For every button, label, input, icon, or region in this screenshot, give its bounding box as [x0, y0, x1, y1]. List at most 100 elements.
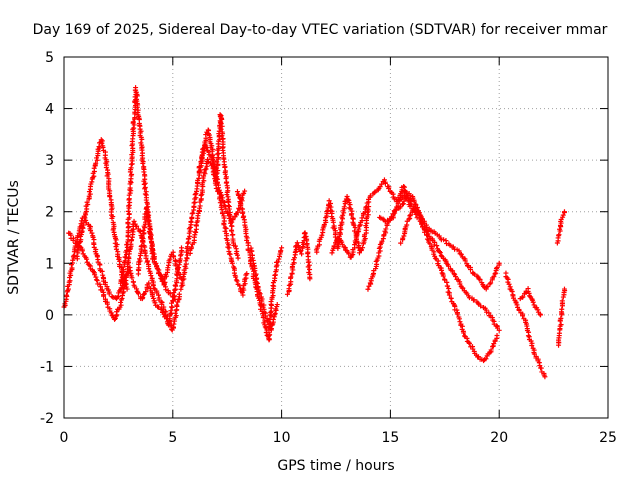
data-point	[434, 243, 440, 249]
data-point	[438, 253, 444, 259]
data-point	[144, 205, 150, 211]
data-point	[135, 291, 141, 297]
data-point	[156, 292, 162, 298]
data-point	[299, 251, 305, 257]
data-point	[519, 295, 525, 301]
data-point	[461, 330, 467, 336]
y-axis-label: SDTVAR / TECUs	[6, 180, 22, 295]
data-point	[82, 215, 88, 221]
data-point	[222, 164, 228, 170]
data-point	[84, 256, 90, 262]
x-tick-label: 5	[168, 430, 177, 446]
data-point	[329, 250, 335, 256]
data-point	[400, 201, 406, 207]
data-point	[235, 209, 241, 215]
data-point	[233, 274, 239, 280]
data-point	[118, 299, 124, 305]
data-point	[236, 192, 242, 198]
data-point	[124, 247, 130, 253]
data-point	[307, 276, 313, 282]
data-point	[466, 340, 472, 346]
data-point	[330, 219, 336, 225]
data-point	[528, 338, 534, 344]
data-point	[520, 294, 526, 300]
data-point	[80, 220, 86, 226]
data-point	[408, 202, 414, 208]
data-point	[169, 300, 175, 306]
x-tick-label: 10	[273, 430, 291, 446]
data-point	[307, 266, 313, 272]
y-tick-label: -2	[40, 411, 54, 427]
data-point	[201, 178, 207, 184]
data-point	[130, 145, 136, 151]
data-point	[352, 225, 358, 231]
chart-title: Day 169 of 2025, Sidereal Day-to-day VTE…	[33, 22, 608, 38]
data-point	[244, 271, 250, 277]
data-point	[133, 89, 139, 95]
data-point	[496, 327, 502, 333]
data-point	[493, 266, 499, 272]
data-point	[70, 257, 76, 263]
data-point	[441, 237, 447, 243]
data-point	[229, 228, 235, 234]
data-point	[171, 254, 177, 260]
data-point	[485, 284, 491, 290]
y-tick-label: -1	[40, 359, 54, 375]
data-point	[305, 259, 311, 265]
data-point	[432, 255, 438, 261]
data-point	[205, 156, 211, 162]
data-point	[97, 281, 103, 287]
data-point	[142, 250, 148, 256]
data-point	[91, 165, 97, 171]
data-point	[69, 265, 75, 271]
data-point	[427, 241, 433, 247]
data-point	[75, 233, 81, 239]
data-point	[79, 248, 85, 254]
data-point	[112, 316, 118, 322]
data-point	[326, 198, 332, 204]
data-point	[264, 317, 270, 323]
data-point	[112, 315, 118, 321]
data-point	[222, 171, 228, 177]
data-point	[341, 204, 347, 210]
data-point	[175, 267, 181, 273]
data-point	[143, 255, 149, 261]
data-point	[219, 116, 225, 122]
data-point	[109, 294, 115, 300]
data-point	[556, 232, 562, 238]
data-point	[451, 271, 457, 277]
data-point	[172, 310, 178, 316]
data-point	[382, 180, 388, 186]
data-points	[61, 85, 568, 380]
data-point	[63, 292, 69, 298]
data-point	[339, 241, 345, 247]
data-point	[219, 123, 225, 129]
data-point	[125, 208, 131, 214]
data-point	[454, 311, 460, 317]
data-point	[216, 150, 222, 156]
data-point	[143, 197, 149, 203]
data-point	[465, 263, 471, 269]
data-point	[559, 306, 565, 312]
data-point	[367, 193, 373, 199]
data-point	[252, 268, 258, 274]
data-point	[173, 263, 179, 269]
data-point	[268, 326, 274, 332]
data-point	[131, 218, 137, 224]
data-point	[104, 173, 110, 179]
data-point	[122, 254, 128, 260]
data-point	[223, 180, 229, 186]
data-point	[278, 248, 284, 254]
data-point	[331, 243, 337, 249]
data-point	[219, 133, 225, 139]
data-point	[292, 255, 298, 261]
data-point	[509, 288, 515, 294]
data-point	[165, 265, 171, 271]
data-point	[381, 177, 387, 183]
data-point	[558, 315, 564, 321]
data-point	[172, 287, 178, 293]
data-point	[407, 212, 413, 218]
data-point	[347, 202, 353, 208]
data-point	[146, 266, 152, 272]
data-point	[89, 230, 95, 236]
